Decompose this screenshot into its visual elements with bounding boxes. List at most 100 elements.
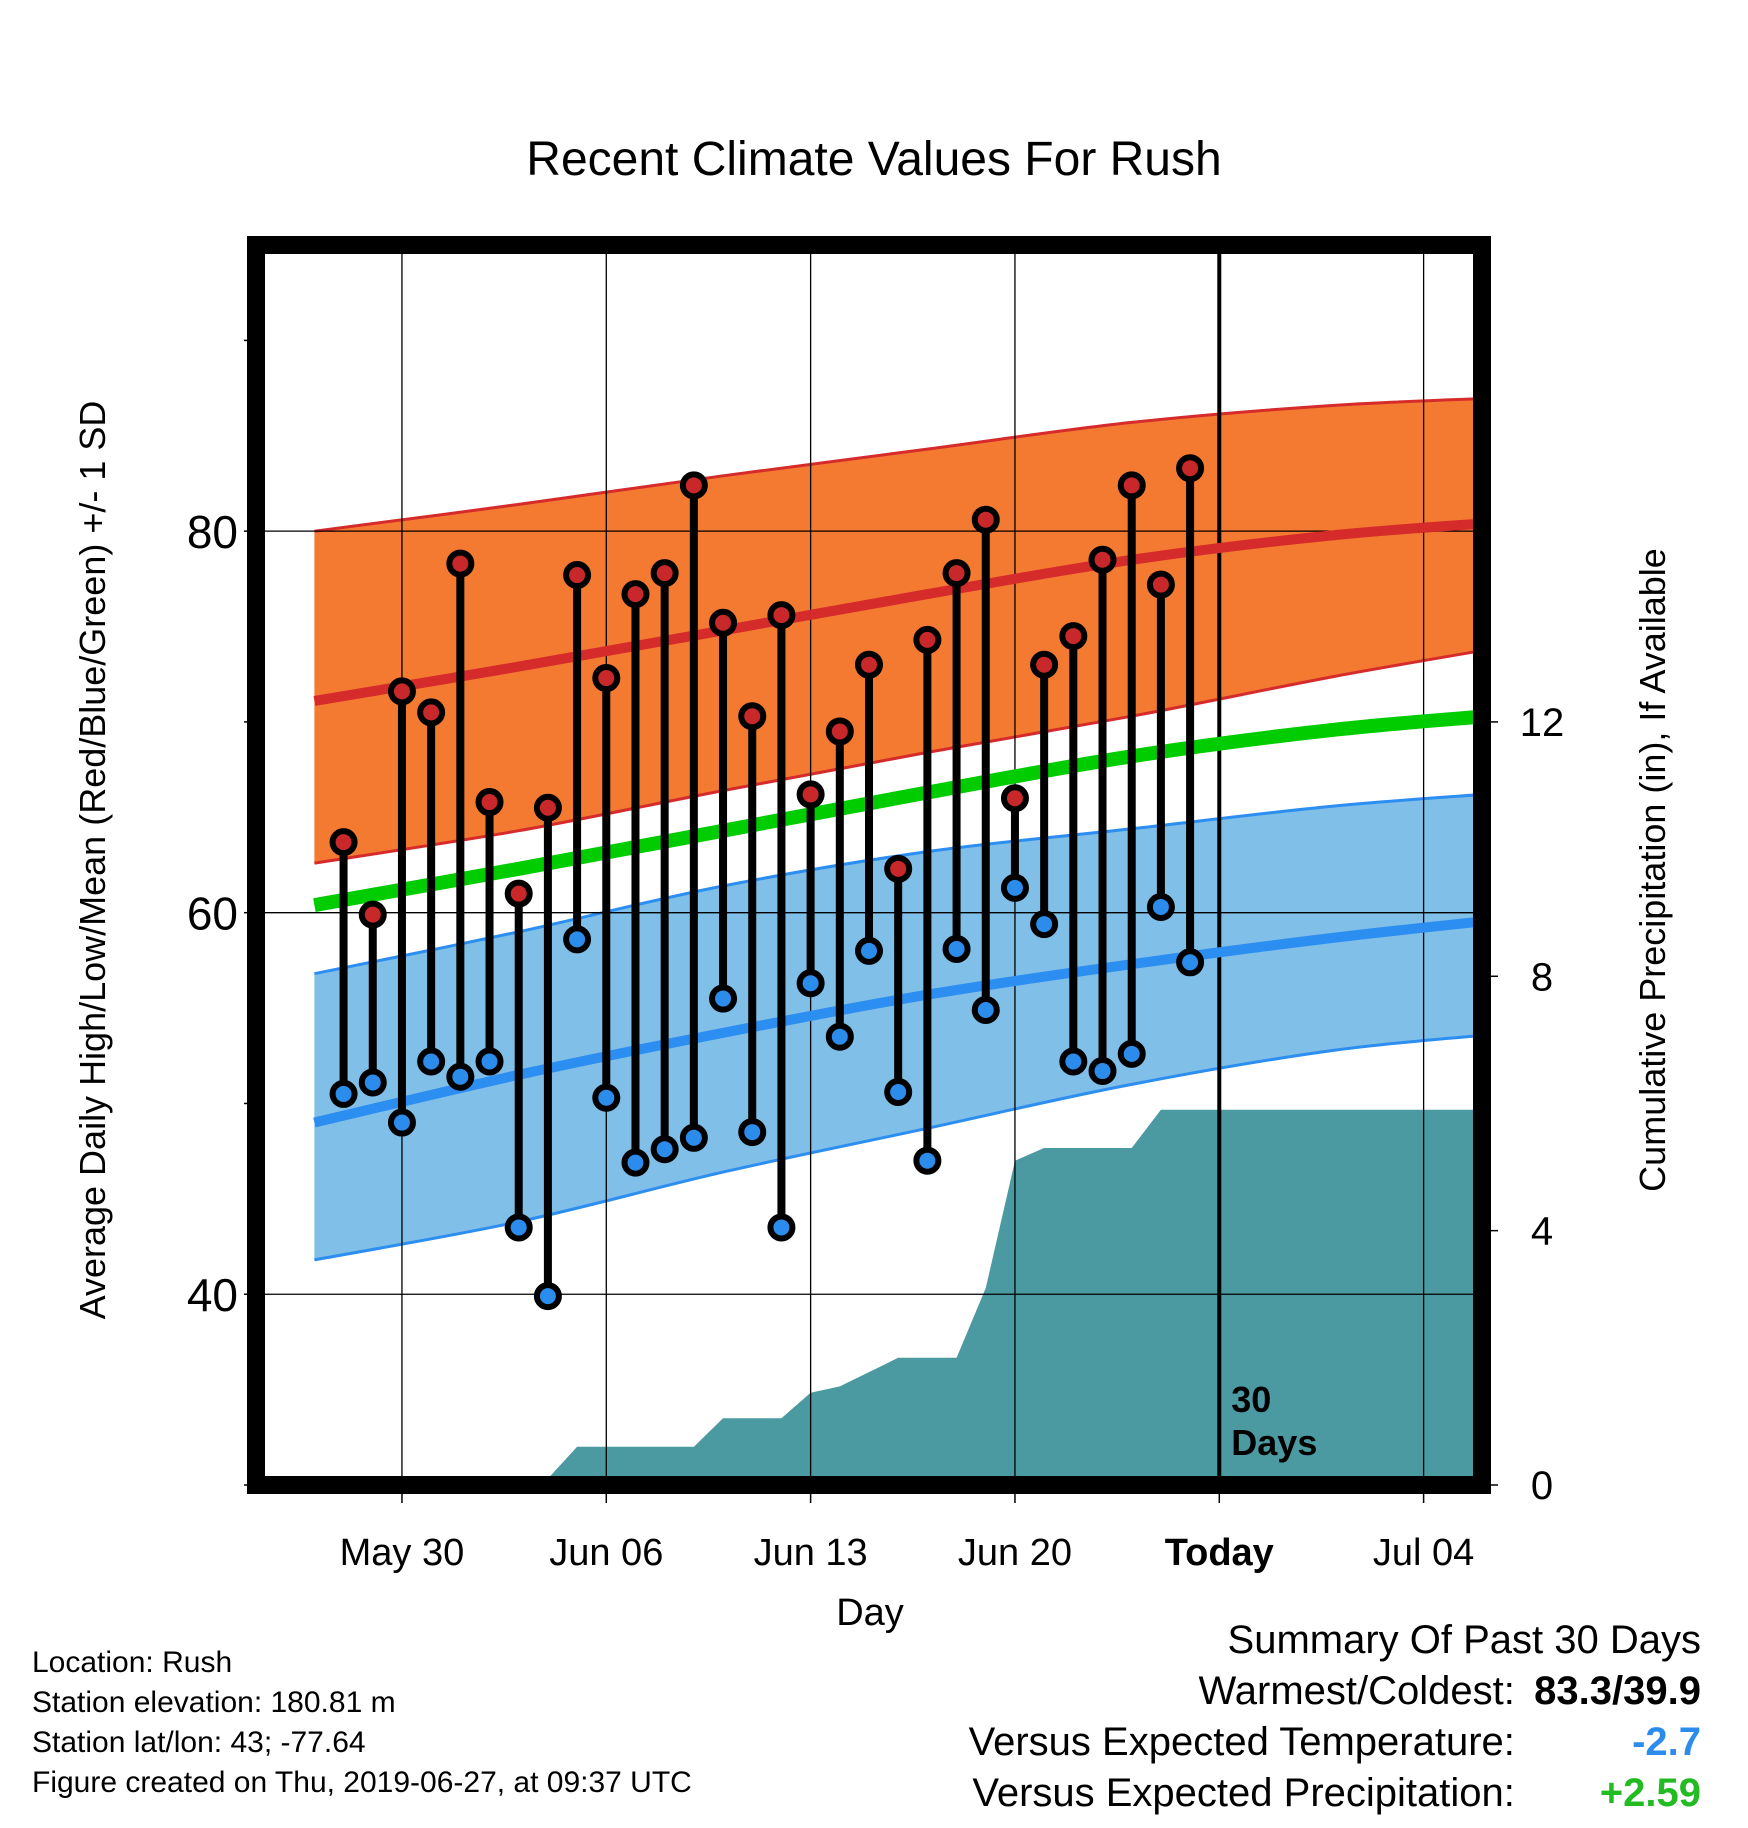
axes: 40 60 80 0 4 8 12 May 30 Jun 06 Jun 13 Jun 20 Today…: [187, 339, 1565, 1574]
chart-title: Recent Climate Values For Rush: [526, 133, 1222, 186]
high-point: [650, 559, 679, 588]
low-point: [1176, 948, 1205, 977]
x-axis-label: Day: [836, 1592, 904, 1634]
high-point: [709, 608, 738, 637]
x-tick-label: May 30: [340, 1532, 465, 1574]
x-tick-label: Jun 20: [958, 1532, 1072, 1574]
high-point: [942, 559, 971, 588]
low-point: [446, 1062, 475, 1091]
y-tick-label: 60: [187, 888, 238, 940]
low-point: [971, 995, 1000, 1024]
y2-tick-label: 8: [1531, 955, 1553, 999]
low-point: [1059, 1047, 1088, 1076]
daily-stems: [339, 468, 1195, 1297]
location-text: Location: Rush: [32, 1646, 233, 1679]
high-point: [475, 788, 504, 817]
low-point: [796, 969, 825, 998]
low-point: [533, 1282, 562, 1311]
warmest-coldest-row: Warmest/Coldest: 83.3/39.9: [969, 1666, 1702, 1717]
high-point: [679, 471, 708, 500]
axis-labels: Day Average Daily High/Low/Mean (Red/Blu…: [72, 401, 1673, 1634]
low-point: [417, 1047, 446, 1076]
low-point: [825, 1022, 854, 1051]
high-point: [358, 900, 387, 929]
low-point: [387, 1108, 416, 1137]
low-point: [913, 1146, 942, 1175]
x-tick-label: Jul 04: [1373, 1532, 1474, 1574]
high-point: [329, 828, 358, 857]
low-point: [767, 1213, 796, 1242]
normal-high-line: [313, 518, 1482, 706]
high-point: [504, 879, 533, 908]
high-point: [446, 549, 475, 578]
x-tick-label: Jun 06: [549, 1532, 663, 1574]
high-point: [855, 650, 883, 679]
low-point: [358, 1068, 387, 1097]
low-point: [884, 1078, 913, 1107]
high-point: [592, 664, 621, 693]
summary-title: Summary Of Past 30 Days: [1227, 1618, 1701, 1662]
warmest-coldest-value: 83.3/39.9: [1534, 1669, 1701, 1713]
frame-border: [247, 236, 1491, 1494]
y2-tick-label: 0: [1531, 1464, 1553, 1508]
elevation-text: Station elevation: 180.81 m: [32, 1686, 396, 1719]
high-point: [884, 854, 913, 883]
high-point: [971, 505, 1000, 534]
high-point: [563, 561, 592, 590]
x-tick-label: Jun 13: [754, 1532, 868, 1574]
high-point: [796, 780, 825, 809]
high-upper-edge: [314, 397, 1482, 533]
precip-departure-value: +2.59: [1599, 1771, 1701, 1815]
y-tick-label: 80: [187, 506, 238, 558]
low-point: [475, 1047, 504, 1076]
today-days-word: Days: [1231, 1422, 1317, 1463]
summary-panel: Summary Of Past 30 Days Warmest/Coldest:…: [969, 1615, 1701, 1819]
low-point: [592, 1083, 621, 1112]
high-point: [417, 698, 446, 727]
created-text: Figure created on Thu, 2019-06-27, at 09…: [32, 1766, 692, 1799]
high-point: [738, 702, 767, 731]
precipitation-fill: [256, 1109, 1482, 1485]
low-point: [1030, 910, 1059, 939]
low-point: [1146, 892, 1175, 921]
low-point: [563, 925, 592, 954]
low-point: [942, 934, 971, 963]
latlon-text: Station lat/lon: 43; -77.64: [32, 1726, 366, 1759]
y2-tick-label: 12: [1520, 701, 1565, 745]
high-point: [1146, 570, 1175, 599]
low-point: [504, 1213, 533, 1242]
high-point: [1117, 471, 1146, 500]
low-point: [1000, 873, 1029, 902]
high-point: [621, 580, 650, 609]
high-point: [1000, 784, 1029, 813]
low-point: [650, 1135, 679, 1164]
low-point: [679, 1123, 708, 1152]
high-point: [533, 793, 562, 822]
low-point: [709, 984, 738, 1013]
daily-points: [329, 454, 1205, 1311]
y-tick-label: 40: [187, 1269, 238, 1321]
station-info: Location: Rush Station elevation: 180.81…: [32, 1643, 692, 1803]
precipitation-area: [256, 1109, 1482, 1485]
temp-departure-label: Versus Expected Temperature:: [968, 1720, 1515, 1764]
high-point: [767, 601, 796, 630]
low-point: [738, 1118, 767, 1147]
y-axis-label: Average Daily High/Low/Mean (Red/Blue/Gr…: [72, 401, 113, 1320]
low-point: [855, 936, 883, 965]
low-point: [1117, 1039, 1146, 1068]
high-point: [913, 625, 942, 654]
high-point: [1088, 545, 1117, 574]
low-point: [1088, 1057, 1117, 1086]
high-point: [1176, 454, 1205, 483]
plot-frame: [247, 236, 1491, 1494]
today-days-count: 30: [1231, 1379, 1271, 1420]
high-point: [1059, 622, 1088, 651]
y2-axis-label: Cumulative Precipitation (in), If Availa…: [1632, 548, 1673, 1192]
high-point: [387, 677, 416, 706]
high-point: [1030, 650, 1059, 679]
temp-departure-row: Versus Expected Temperature: -2.7: [969, 1717, 1701, 1768]
precip-departure-row: Versus Expected Precipitation: +2.59: [969, 1768, 1701, 1819]
temp-departure-value: -2.7: [1632, 1720, 1701, 1764]
low-point: [329, 1079, 358, 1108]
